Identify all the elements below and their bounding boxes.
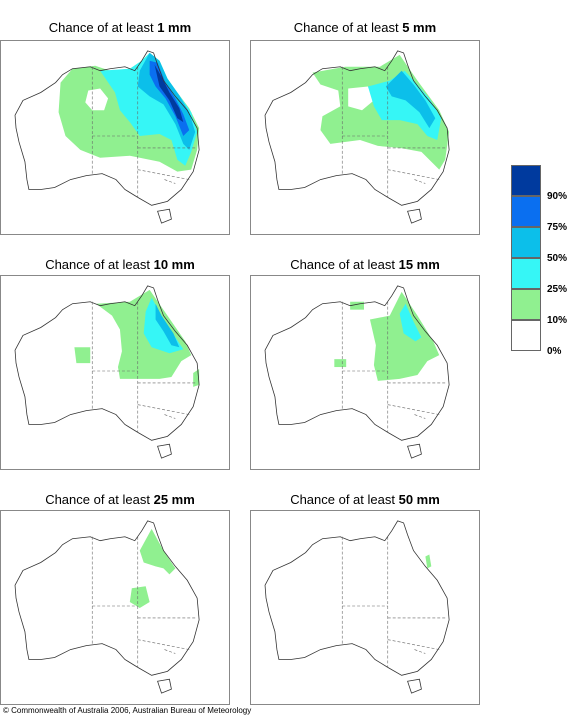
zone-10pct-north bbox=[139, 528, 176, 575]
coastline bbox=[264, 520, 450, 676]
legend-label: 75% bbox=[547, 222, 568, 233]
state-borders bbox=[91, 536, 198, 668]
zone-25pct bbox=[100, 52, 198, 166]
threshold-amount: 5 mm bbox=[402, 20, 437, 35]
coastline bbox=[14, 520, 200, 676]
australia-map bbox=[264, 50, 450, 224]
map-frame bbox=[250, 510, 480, 705]
legend-swatch-75 bbox=[511, 196, 541, 227]
zone-50pct bbox=[155, 303, 180, 348]
state-borders bbox=[91, 66, 198, 198]
australia-map bbox=[14, 285, 200, 459]
legend-swatch-50 bbox=[511, 227, 541, 258]
threshold-amount: 10 mm bbox=[153, 257, 195, 272]
zone-10pct bbox=[96, 289, 192, 379]
zone-50pct bbox=[385, 70, 436, 129]
threshold-amount: 50 mm bbox=[398, 492, 440, 507]
panel-title: Chance of at least 25 mm bbox=[45, 492, 195, 507]
australia-map bbox=[14, 520, 200, 694]
tasmania bbox=[157, 443, 172, 459]
australia-map bbox=[264, 520, 450, 694]
zone-10pct-west bbox=[334, 359, 347, 368]
legend-swatch-0 bbox=[511, 320, 541, 351]
panel-title: Chance of at least 50 mm bbox=[290, 492, 440, 507]
zone-25pct bbox=[367, 70, 442, 140]
australia-map bbox=[264, 285, 450, 459]
map-frame bbox=[0, 40, 230, 235]
coastline bbox=[14, 50, 200, 206]
legend-label: 25% bbox=[547, 284, 568, 295]
legend-label: 50% bbox=[547, 253, 568, 264]
coastline bbox=[14, 285, 200, 441]
state-borders bbox=[341, 66, 448, 198]
map-frame bbox=[250, 275, 480, 470]
zone-10pct-north bbox=[350, 301, 365, 310]
coastline bbox=[264, 50, 450, 206]
zone-10pct bbox=[369, 291, 440, 381]
zone-10pct bbox=[425, 554, 432, 569]
coastline bbox=[264, 285, 450, 441]
panel-title: Chance of at least 1 mm bbox=[48, 20, 192, 35]
zone-10pct-coast bbox=[193, 369, 200, 387]
map-frame bbox=[0, 275, 230, 470]
tasmania bbox=[407, 678, 422, 694]
zone-0pct bbox=[348, 86, 374, 111]
zone-0pct bbox=[85, 88, 109, 111]
map-frame bbox=[0, 510, 230, 705]
tasmania bbox=[157, 208, 172, 224]
zone-25pct bbox=[399, 303, 422, 342]
zone-90pct bbox=[154, 64, 184, 123]
legend-swatch-25 bbox=[511, 258, 541, 289]
threshold-amount: 15 mm bbox=[398, 257, 440, 272]
map-frame bbox=[250, 40, 480, 235]
panel-title: Chance of at least 10 mm bbox=[45, 257, 195, 272]
copyright-notice: © Commonwealth of Australia 2006, Austra… bbox=[3, 706, 252, 715]
zone-10pct-central bbox=[129, 586, 150, 608]
zone-10pct-west bbox=[74, 347, 91, 364]
threshold-amount: 25 mm bbox=[153, 492, 195, 507]
legend-label: 10% bbox=[547, 315, 568, 326]
panel-title: Chance of at least 15 mm bbox=[290, 257, 440, 272]
threshold-amount: 1 mm bbox=[157, 20, 192, 35]
legend-swatch-90 bbox=[511, 165, 541, 196]
panel-title: Chance of at least 5 mm bbox=[293, 20, 437, 35]
legend-swatch-10 bbox=[511, 289, 541, 320]
tasmania bbox=[407, 208, 422, 224]
australia-map bbox=[14, 50, 200, 224]
legend-label: 0% bbox=[547, 346, 562, 357]
legend-label: 90% bbox=[547, 191, 568, 202]
tasmania bbox=[157, 678, 172, 694]
state-borders bbox=[341, 536, 448, 668]
tasmania bbox=[407, 443, 422, 459]
